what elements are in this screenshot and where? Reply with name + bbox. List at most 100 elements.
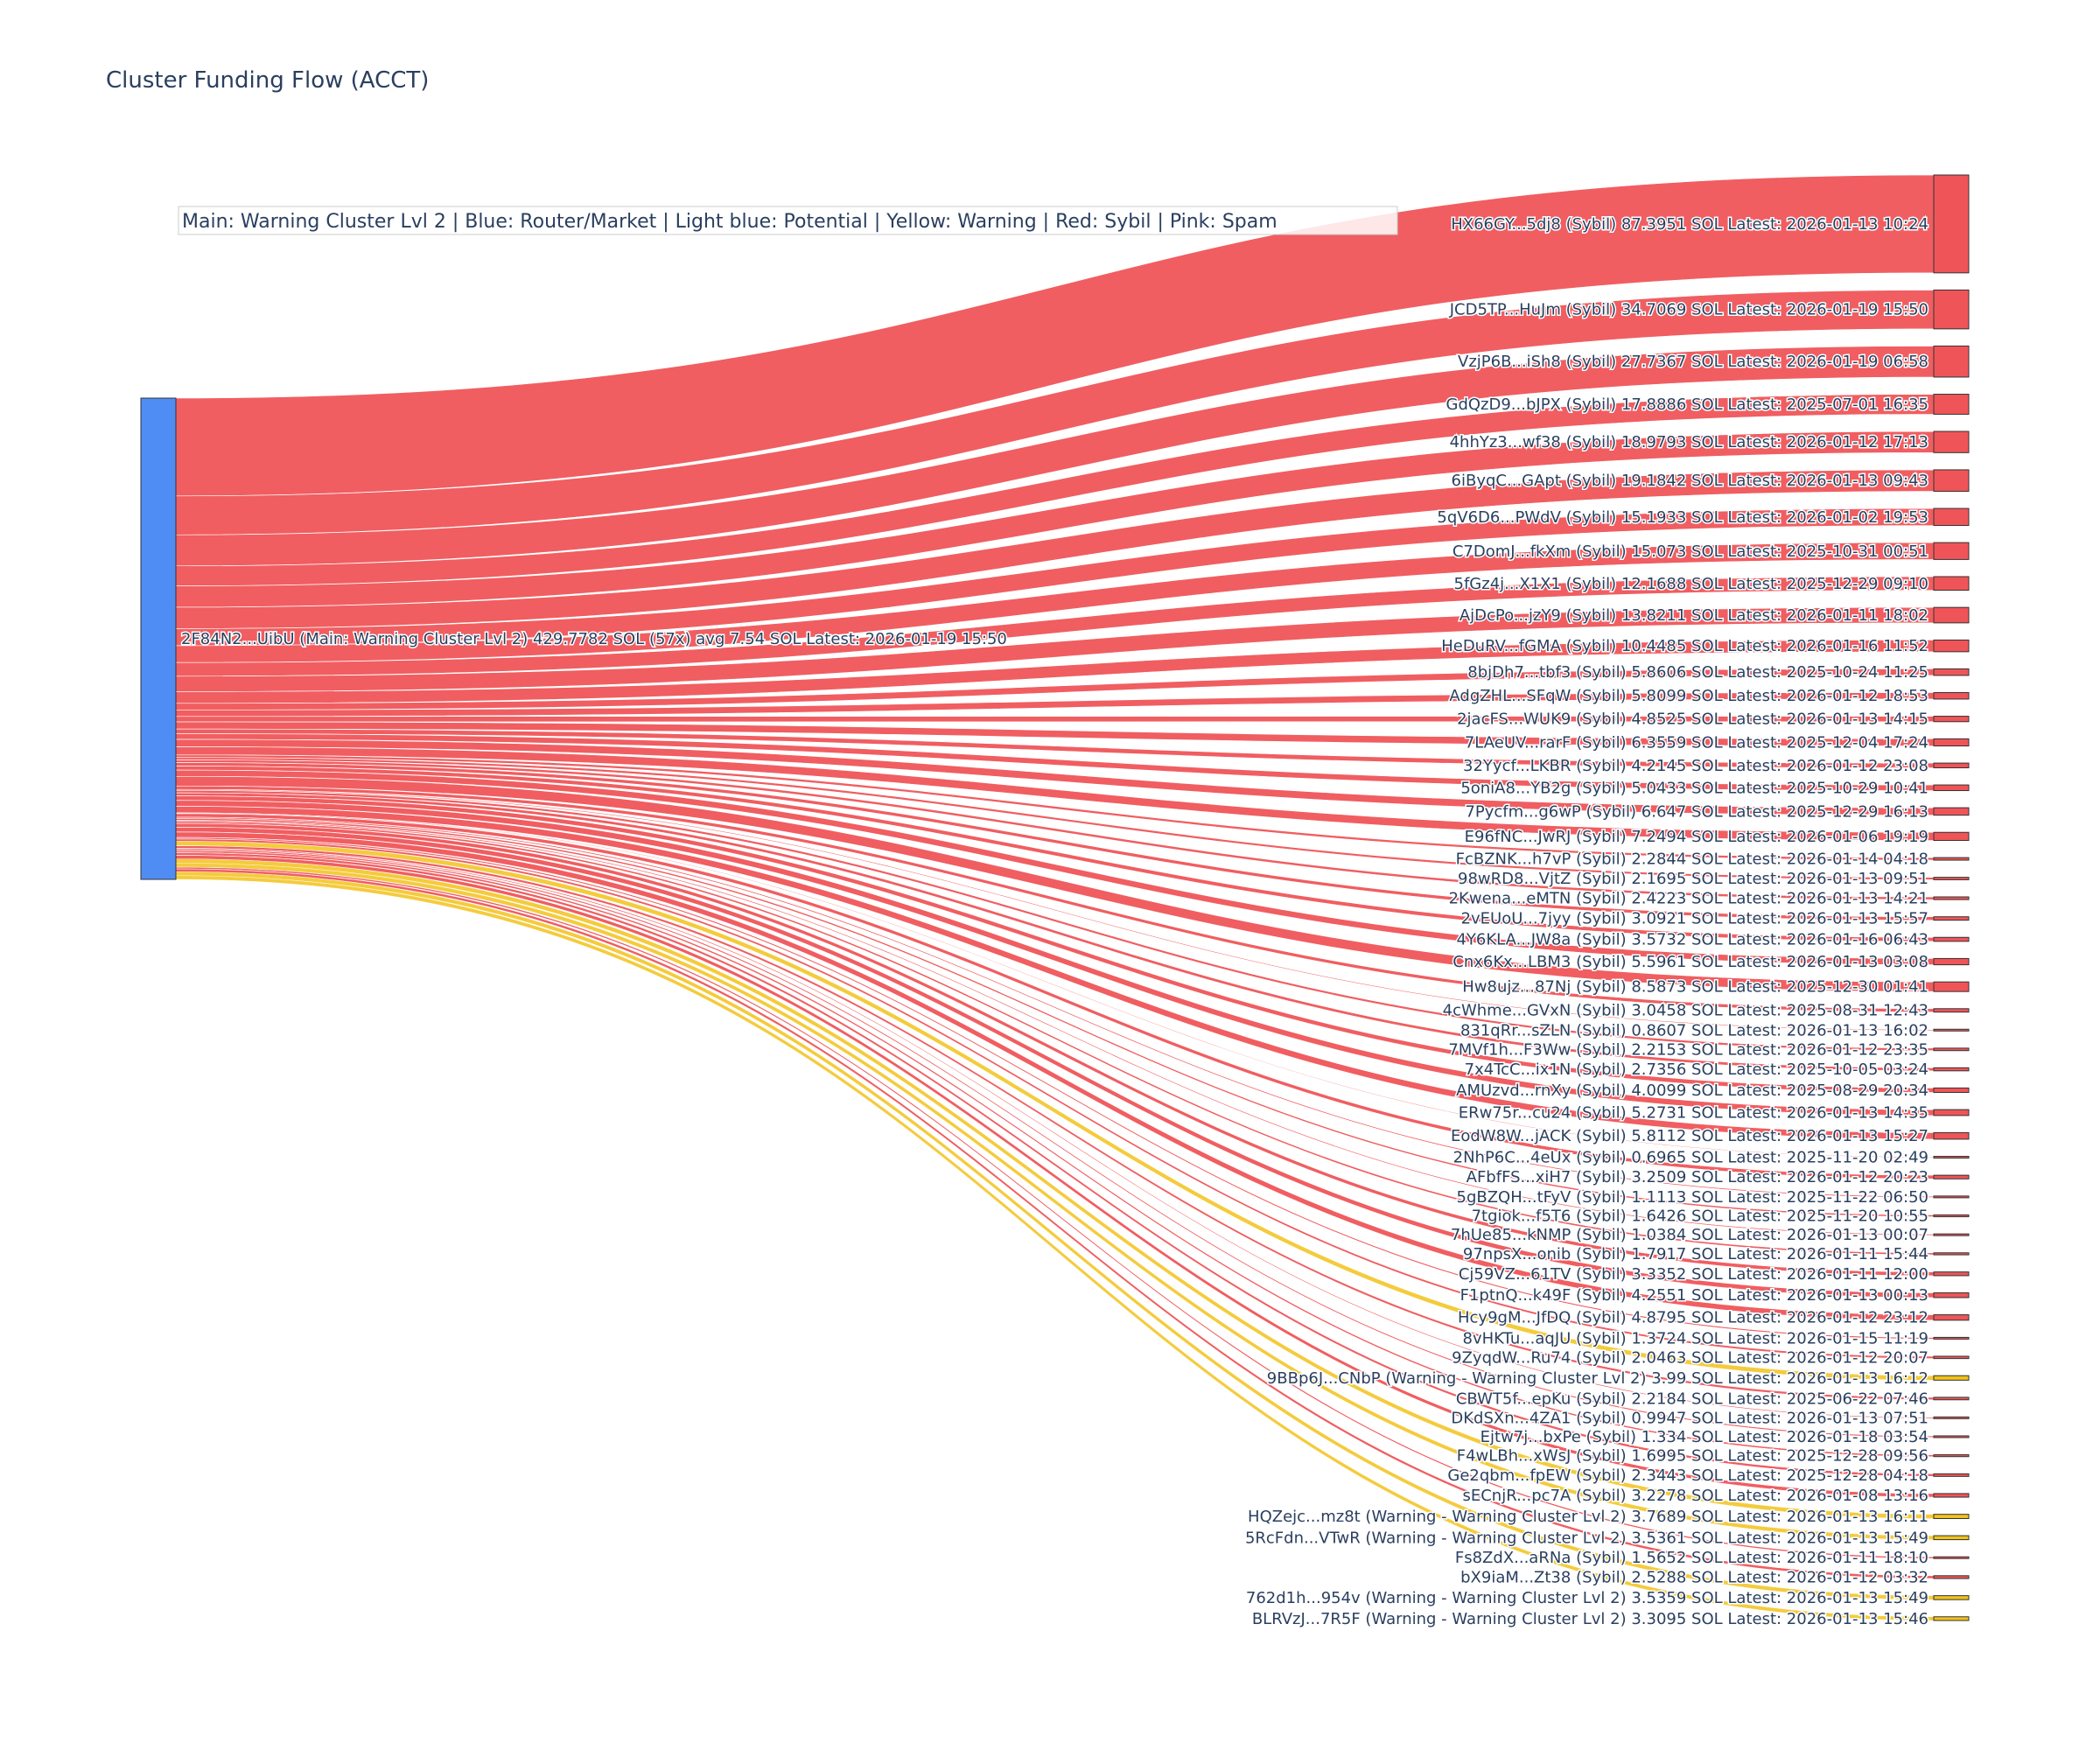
target-node-label: HQZejc...mz8t (Warning - Warning Cluster…	[1248, 1508, 1928, 1526]
target-node[interactable]	[1933, 981, 1970, 992]
source-node-label: 2F84N2...UibU (Main: Warning Cluster Lvl…	[181, 630, 1007, 648]
target-node[interactable]	[1933, 430, 1970, 453]
target-node[interactable]	[1933, 1233, 1970, 1236]
target-node-label: 4Y6KLA...JW8a (Sybil) 3.5732 SOL Latest:…	[1456, 931, 1928, 949]
target-node[interactable]	[1933, 762, 1970, 768]
target-node[interactable]	[1933, 394, 1970, 415]
target-node[interactable]	[1933, 1616, 1970, 1621]
target-node-label: 7tgiok...f5T6 (Sybil) 1.6426 SOL Latest:…	[1472, 1208, 1928, 1226]
target-node[interactable]	[1933, 1473, 1970, 1477]
target-node-label: Cj59VZ...61TV (Sybil) 3.3352 SOL Latest:…	[1459, 1265, 1928, 1284]
target-node-label: 2NhP6C...4eUx (Sybil) 0.6965 SOL Latest:…	[1453, 1149, 1928, 1167]
target-node-label: Ejtw7j...bxPe (Sybil) 1.334 SOL Latest: …	[1480, 1428, 1928, 1446]
target-node[interactable]	[1933, 916, 1970, 921]
target-node[interactable]	[1933, 957, 1970, 966]
legend-text: Main: Warning Cluster Lvl 2 | Blue: Rout…	[182, 211, 1278, 233]
target-node[interactable]	[1933, 877, 1970, 880]
target-node[interactable]	[1933, 738, 1970, 746]
target-node[interactable]	[1933, 508, 1970, 527]
target-node[interactable]	[1933, 1535, 1970, 1541]
flow-nodes	[140, 174, 1970, 1621]
target-node[interactable]	[1933, 1435, 1970, 1438]
target-node[interactable]	[1933, 1008, 1970, 1013]
target-node-label: 5gBZQH...tFyV (Sybil) 1.1113 SOL Latest:…	[1457, 1188, 1929, 1207]
target-node[interactable]	[1933, 1131, 1970, 1140]
target-node-label: 9BBp6J...CNbP (Warning - Warning Cluster…	[1267, 1369, 1928, 1388]
target-node[interactable]	[1933, 857, 1970, 861]
target-node[interactable]	[1933, 1174, 1970, 1180]
target-node[interactable]	[1933, 1355, 1970, 1360]
target-node-label: F4wLBh...xWsJ (Sybil) 1.6995 SOL Latest:…	[1457, 1447, 1928, 1466]
target-node[interactable]	[1933, 289, 1970, 330]
target-node-label: AMUzvd...rnXy (Sybil) 4.0099 SOL Latest:…	[1456, 1082, 1928, 1100]
target-node[interactable]	[1933, 606, 1970, 624]
target-node[interactable]	[1933, 576, 1970, 592]
target-node[interactable]	[1933, 1416, 1970, 1419]
target-node[interactable]	[1933, 1493, 1970, 1498]
target-node[interactable]	[1933, 1314, 1970, 1321]
target-node-label: 7Pycfm...g6wP (Sybil) 6.647 SOL Latest: …	[1465, 802, 1928, 821]
target-node[interactable]	[1933, 1454, 1970, 1458]
target-node-label: 5qV6D6...PWdV (Sybil) 15.1933 SOL Latest…	[1437, 508, 1928, 527]
target-node[interactable]	[1933, 1156, 1970, 1159]
target-node[interactable]	[1933, 1575, 1970, 1579]
target-node[interactable]	[1933, 807, 1970, 816]
target-node-label: Hw8ujz...87Nj (Sybil) 8.5873 SOL Latest:…	[1462, 978, 1928, 997]
target-node[interactable]	[1933, 1292, 1970, 1298]
target-node-label: 5oniA8...YB2g (Sybil) 5.0433 SOL Latest:…	[1460, 779, 1928, 797]
target-node[interactable]	[1933, 1028, 1970, 1032]
target-node[interactable]	[1933, 831, 1970, 842]
target-node[interactable]	[1933, 345, 1970, 378]
target-node[interactable]	[1933, 174, 1970, 274]
target-node-label: 7LAeUV...rarF (Sybil) 6.3559 SOL Latest:…	[1465, 733, 1928, 752]
target-node-label: 4cWhme...GVxN (Sybil) 3.0458 SOL Latest:…	[1443, 1002, 1928, 1020]
target-node[interactable]	[1933, 1047, 1970, 1052]
target-node[interactable]	[1933, 1556, 1970, 1559]
chart-title: Cluster Funding Flow (ACCT)	[106, 67, 429, 94]
target-node-label: 9ZyqdW...Ru74 (Sybil) 2.0463 SOL Latest:…	[1452, 1348, 1928, 1367]
target-node[interactable]	[1933, 1195, 1970, 1199]
target-node-label: GdQzD9...bJPX (Sybil) 17.8886 SOL Latest…	[1446, 396, 1929, 414]
target-node[interactable]	[1933, 1514, 1970, 1519]
target-node[interactable]	[1933, 1375, 1970, 1381]
target-node-label: AdgZHL...SFqW (Sybil) 5.8099 SOL Latest:…	[1449, 687, 1928, 705]
target-node-label: C7DomJ...fkXm (Sybil) 15.073 SOL Latest:…	[1452, 542, 1928, 561]
target-node-label: DKdSXn...4ZA1 (Sybil) 0.9947 SOL Latest:…	[1451, 1409, 1928, 1427]
target-node-label: 8vHKTu...aqJU (Sybil) 1.3724 SOL Latest:…	[1463, 1329, 1928, 1348]
target-node-label: 7hUe85...kNMP (Sybil) 1.0384 SOL Latest:…	[1451, 1226, 1928, 1244]
target-node[interactable]	[1933, 896, 1970, 900]
target-node[interactable]	[1933, 1595, 1970, 1600]
target-node[interactable]	[1933, 542, 1970, 560]
target-node-label: 7MVf1h...F3Ww (Sybil) 2.2153 SOL Latest:…	[1448, 1040, 1928, 1059]
target-node-label: HX66GY...5dj8 (Sybil) 87.3951 SOL Latest…	[1451, 215, 1928, 234]
target-node[interactable]	[1933, 1252, 1970, 1256]
target-node[interactable]	[1933, 716, 1970, 723]
target-node[interactable]	[1933, 1396, 1970, 1401]
target-node-label: 8bjDh7...tbf3 (Sybil) 5.8606 SOL Latest:…	[1467, 663, 1928, 682]
target-node[interactable]	[1933, 668, 1970, 676]
target-node[interactable]	[1933, 692, 1970, 700]
target-node-label: sECnjR...pc7A (Sybil) 3.2278 SOL Latest:…	[1462, 1487, 1928, 1505]
target-node[interactable]	[1933, 1087, 1970, 1094]
legend-box: Main: Warning Cluster Lvl 2 | Blue: Rout…	[178, 206, 1398, 235]
target-node[interactable]	[1933, 1067, 1970, 1072]
target-node[interactable]	[1933, 1271, 1970, 1277]
target-node-label: VzjP6B...iSh8 (Sybil) 27.7367 SOL Latest…	[1458, 353, 1928, 371]
source-node[interactable]	[140, 397, 177, 880]
target-node-label: 2jacFS...WUK9 (Sybil) 4.8525 SOL Latest:…	[1457, 710, 1928, 729]
target-node-label: 762d1h...954v (Warning - Warning Cluster…	[1246, 1589, 1928, 1607]
target-node-label: BLRVzJ...7R5F (Warning - Warning Cluster…	[1252, 1610, 1928, 1628]
target-node[interactable]	[1933, 1336, 1970, 1340]
target-node[interactable]	[1933, 1109, 1970, 1116]
target-node[interactable]	[1933, 639, 1970, 653]
target-node-label: 2vEUoU...7jyy (Sybil) 3.0921 SOL Latest:…	[1461, 910, 1928, 928]
target-node-label: Hcy9gM...JfDQ (Sybil) 4.8795 SOL Latest:…	[1458, 1309, 1928, 1327]
target-node[interactable]	[1933, 1214, 1970, 1218]
target-node[interactable]	[1933, 784, 1970, 792]
node-labels: HX66GY...5dj8 (Sybil) 87.3951 SOL Latest…	[180, 214, 1930, 1629]
target-node[interactable]	[1933, 469, 1970, 492]
target-node[interactable]	[1933, 936, 1970, 942]
target-node-label: 2Kwena...eMTN (Sybil) 2.4223 SOL Latest:…	[1449, 890, 1928, 908]
target-node-label: 5RcFdn...VTwR (Warning - Warning Cluster…	[1245, 1529, 1928, 1547]
